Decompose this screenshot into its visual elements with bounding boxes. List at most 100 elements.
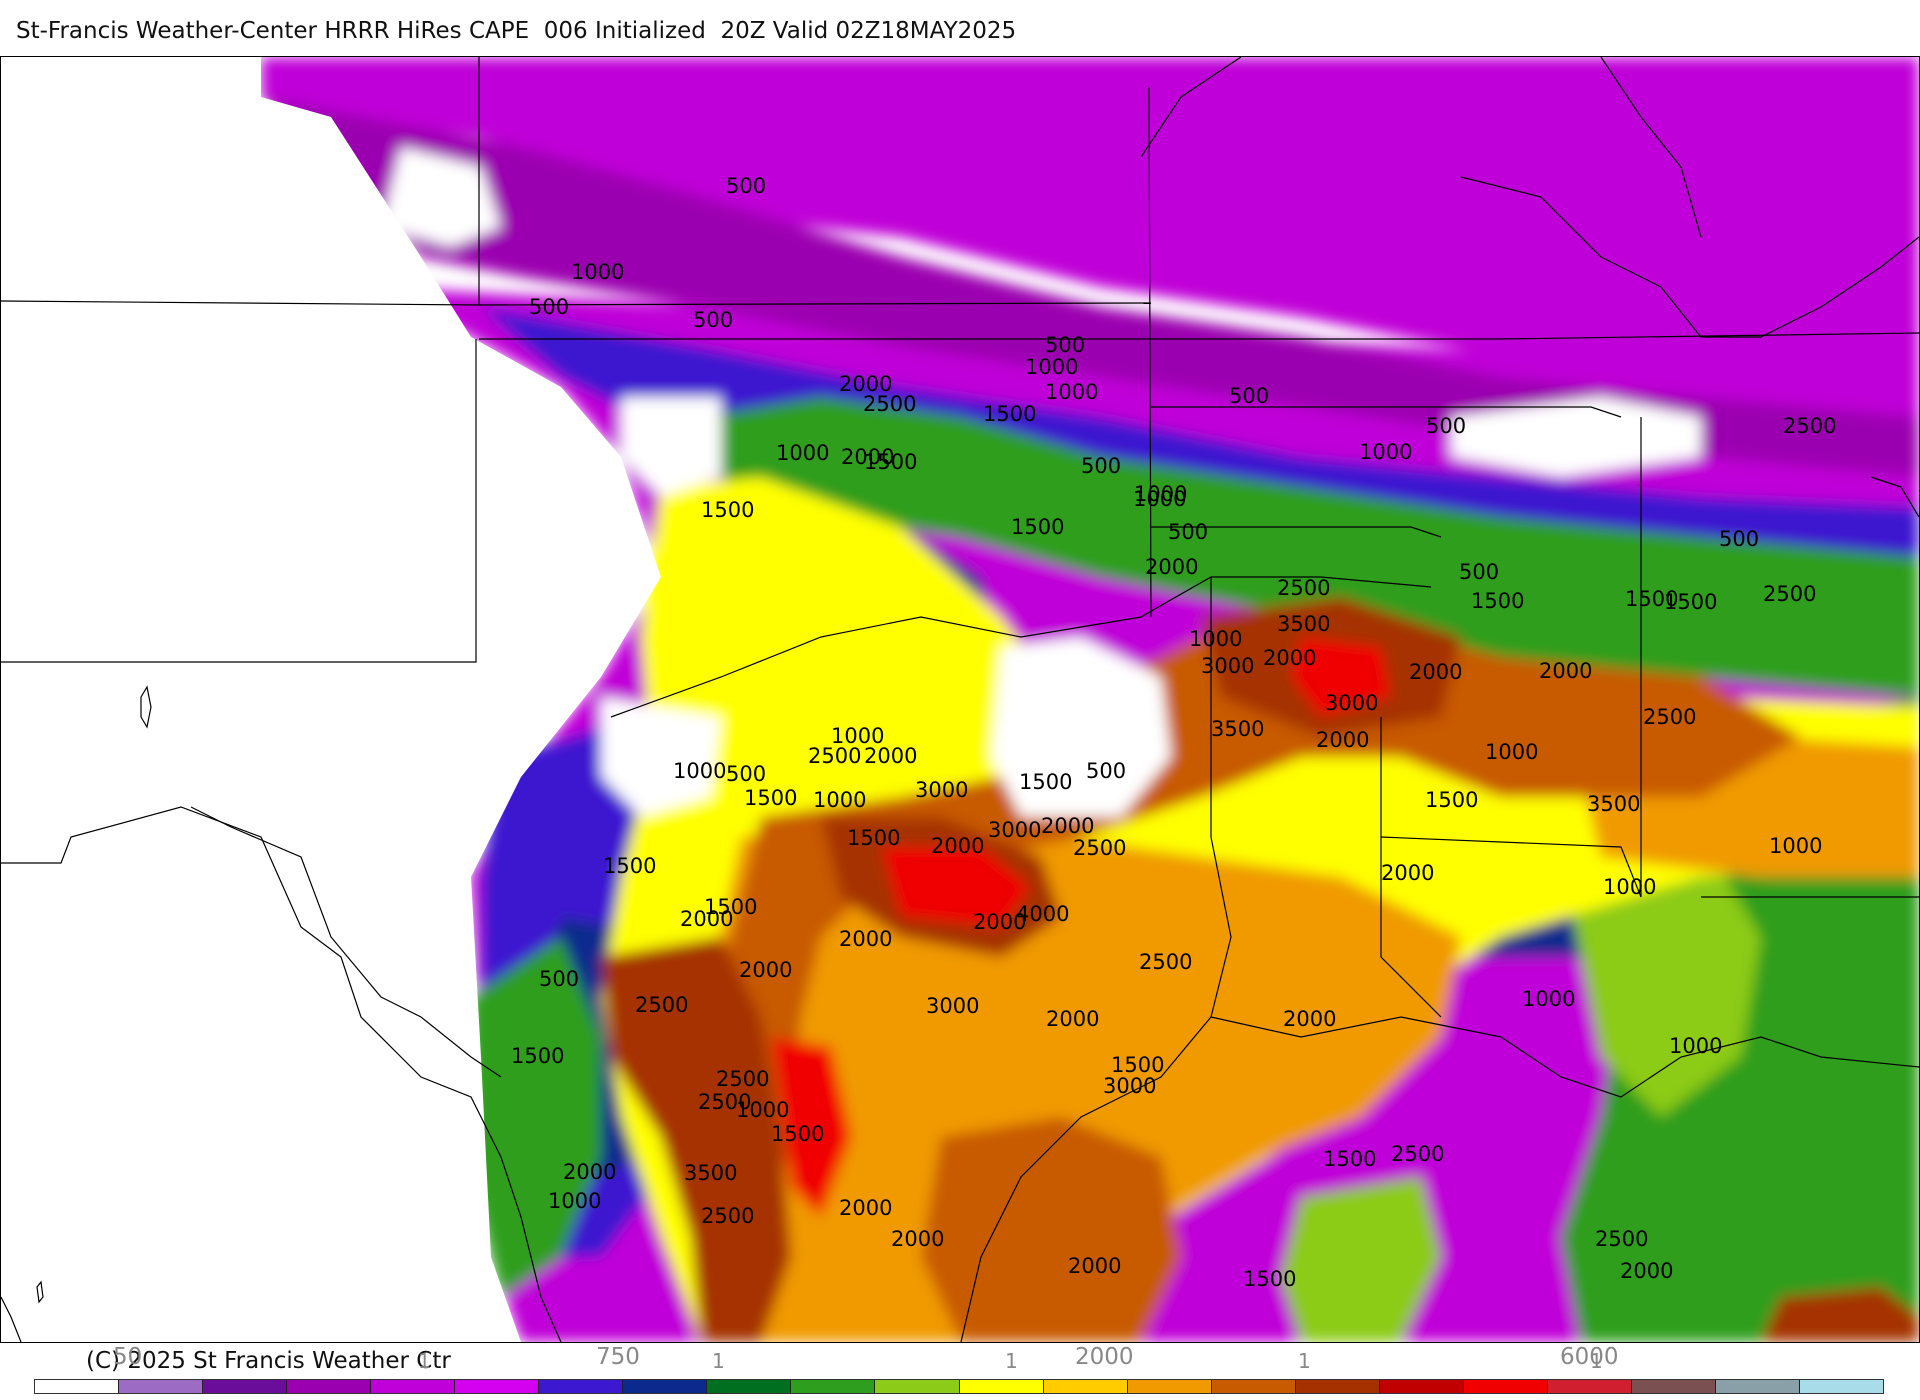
contour-label: 2500 <box>1139 950 1192 974</box>
contour-label: 3500 <box>1277 612 1330 636</box>
contour-label: 1000 <box>548 1189 601 1213</box>
contour-label: 500 <box>1045 333 1085 357</box>
contour-label: 3000 <box>926 994 979 1018</box>
cape-field <box>261 57 1919 1342</box>
contour-label: 2000 <box>839 1196 892 1220</box>
colorbar-tick-mark: 1 <box>1590 1349 1603 1373</box>
colorbar-swatch <box>1295 1380 1380 1393</box>
contour-label: 2000 <box>1539 659 1592 683</box>
contour-label: 500 <box>1426 414 1466 438</box>
colorbar-swatch <box>1211 1380 1296 1393</box>
cape-region-3000 <box>691 617 1801 1342</box>
contour-label: 1500 <box>1425 788 1478 812</box>
state-border-line <box>1 339 477 663</box>
colorbar-swatch <box>959 1380 1044 1393</box>
contour-label: 2000 <box>1381 861 1434 885</box>
map-title: St-Francis Weather-Center HRRR HiRes CAP… <box>16 18 1017 44</box>
contour-label: 1500 <box>1011 515 1064 539</box>
contour-label: 500 <box>1719 527 1759 551</box>
contour-label: 1500 <box>864 450 917 474</box>
contour-label: 2000 <box>680 907 733 931</box>
contour-labels: 5001000500500200025005001000100015005005… <box>511 174 1836 1291</box>
colorbar-tick-mark: 1 <box>712 1349 725 1373</box>
contour-label: 2000 <box>1316 728 1369 752</box>
contour-label: 2000 <box>1263 646 1316 670</box>
contour-label: 500 <box>1086 759 1126 783</box>
cape-region-0 <box>381 147 1701 817</box>
contour-label: 1500 <box>983 402 1036 426</box>
contour-label: 2000 <box>891 1227 944 1251</box>
contour-label: 2500 <box>1277 576 1330 600</box>
contour-label: 1500 <box>1323 1147 1376 1171</box>
state-border-line <box>1500 332 1919 340</box>
contour-label: 500 <box>1229 384 1269 408</box>
contour-label: 2500 <box>808 744 861 768</box>
contour-label: 2000 <box>839 372 892 396</box>
colorbar-swatch <box>623 1380 708 1393</box>
cape-region-3500 <box>601 597 1919 1342</box>
contour-label: 2500 <box>1073 836 1126 860</box>
contour-label: 2000 <box>739 958 792 982</box>
contour-label: 2500 <box>701 1204 754 1228</box>
colorbar-swatch <box>1463 1380 1548 1393</box>
contour-label: 3000 <box>915 778 968 802</box>
contour-label: 500 <box>726 762 766 786</box>
colorbar-swatch <box>791 1380 876 1393</box>
colorbar-tick-mark: 1 <box>1298 1349 1311 1373</box>
contour-label: 2000 <box>1409 660 1462 684</box>
colorbar-swatch <box>707 1380 792 1393</box>
colorbar-tick-mark: 1 <box>1005 1349 1018 1373</box>
coastline <box>1210 1016 1919 1098</box>
contour-label: 1000 <box>1045 380 1098 404</box>
coastline <box>1 806 562 1342</box>
contour-label: 1000 <box>1485 740 1538 764</box>
colorbar-tick-label: 2000 <box>1075 1344 1134 1370</box>
contour-label: 1000 <box>673 759 726 783</box>
cape-region-500 <box>261 97 1919 477</box>
contour-label: 1000 <box>571 260 624 284</box>
contour-label: 4000 <box>1016 902 1069 926</box>
contour-label: 1000 <box>1769 834 1822 858</box>
contour-label: 1500 <box>701 498 754 522</box>
state-border-line <box>610 576 1432 718</box>
colorbar-swatch <box>539 1380 624 1393</box>
state-border-line <box>1 300 482 306</box>
state-border-line <box>1380 717 1442 1018</box>
colorbar-tick-label: 50 <box>113 1344 143 1370</box>
colorbar-tick-mark: 1 <box>418 1349 431 1373</box>
contour-label: 1000 <box>813 788 866 812</box>
colorbar-tick-label: 750 <box>596 1344 640 1370</box>
contour-label: 2500 <box>1391 1142 1444 1166</box>
colorbar-tick-label: 6000 <box>1560 1344 1619 1370</box>
colorbar-swatch <box>455 1380 540 1393</box>
contour-label: 2000 <box>1283 1007 1336 1031</box>
mexico-border <box>190 806 502 1078</box>
colorbar-swatch <box>1715 1380 1800 1393</box>
coastline <box>960 1016 1212 1342</box>
contour-label: 500 <box>726 174 766 198</box>
contour-label: 2000 <box>563 1160 616 1184</box>
cape-map-canvas: 5001000500500200025005001000100015005005… <box>1 57 1919 1342</box>
contour-label: 1500 <box>771 1122 824 1146</box>
contour-label: 1500 <box>1625 587 1678 611</box>
cape-region-4000 <box>771 637 1391 1217</box>
contour-label: 2500 <box>1643 705 1696 729</box>
contour-label: 3500 <box>684 1161 737 1185</box>
contour-label: 3500 <box>1211 717 1264 741</box>
colorbar-swatch <box>119 1380 204 1393</box>
contour-label: 500 <box>1459 560 1499 584</box>
contour-label: 3000 <box>1325 691 1378 715</box>
contour-label: 2000 <box>931 834 984 858</box>
state-border-line <box>1460 176 1919 338</box>
colorbar-swatch <box>35 1380 120 1393</box>
contour-label: 1000 <box>1133 487 1186 511</box>
contour-label: 1000 <box>776 441 829 465</box>
contour-label: 2500 <box>863 392 916 416</box>
contour-label: 1000 <box>1189 627 1242 651</box>
state-border-line <box>1151 526 1442 538</box>
contour-label: 500 <box>1081 454 1121 478</box>
contour-label: 2000 <box>839 927 892 951</box>
contour-label: 2000 <box>1046 1007 1099 1031</box>
state-border-line <box>1380 836 1642 898</box>
contour-label: 1500 <box>1664 590 1717 614</box>
